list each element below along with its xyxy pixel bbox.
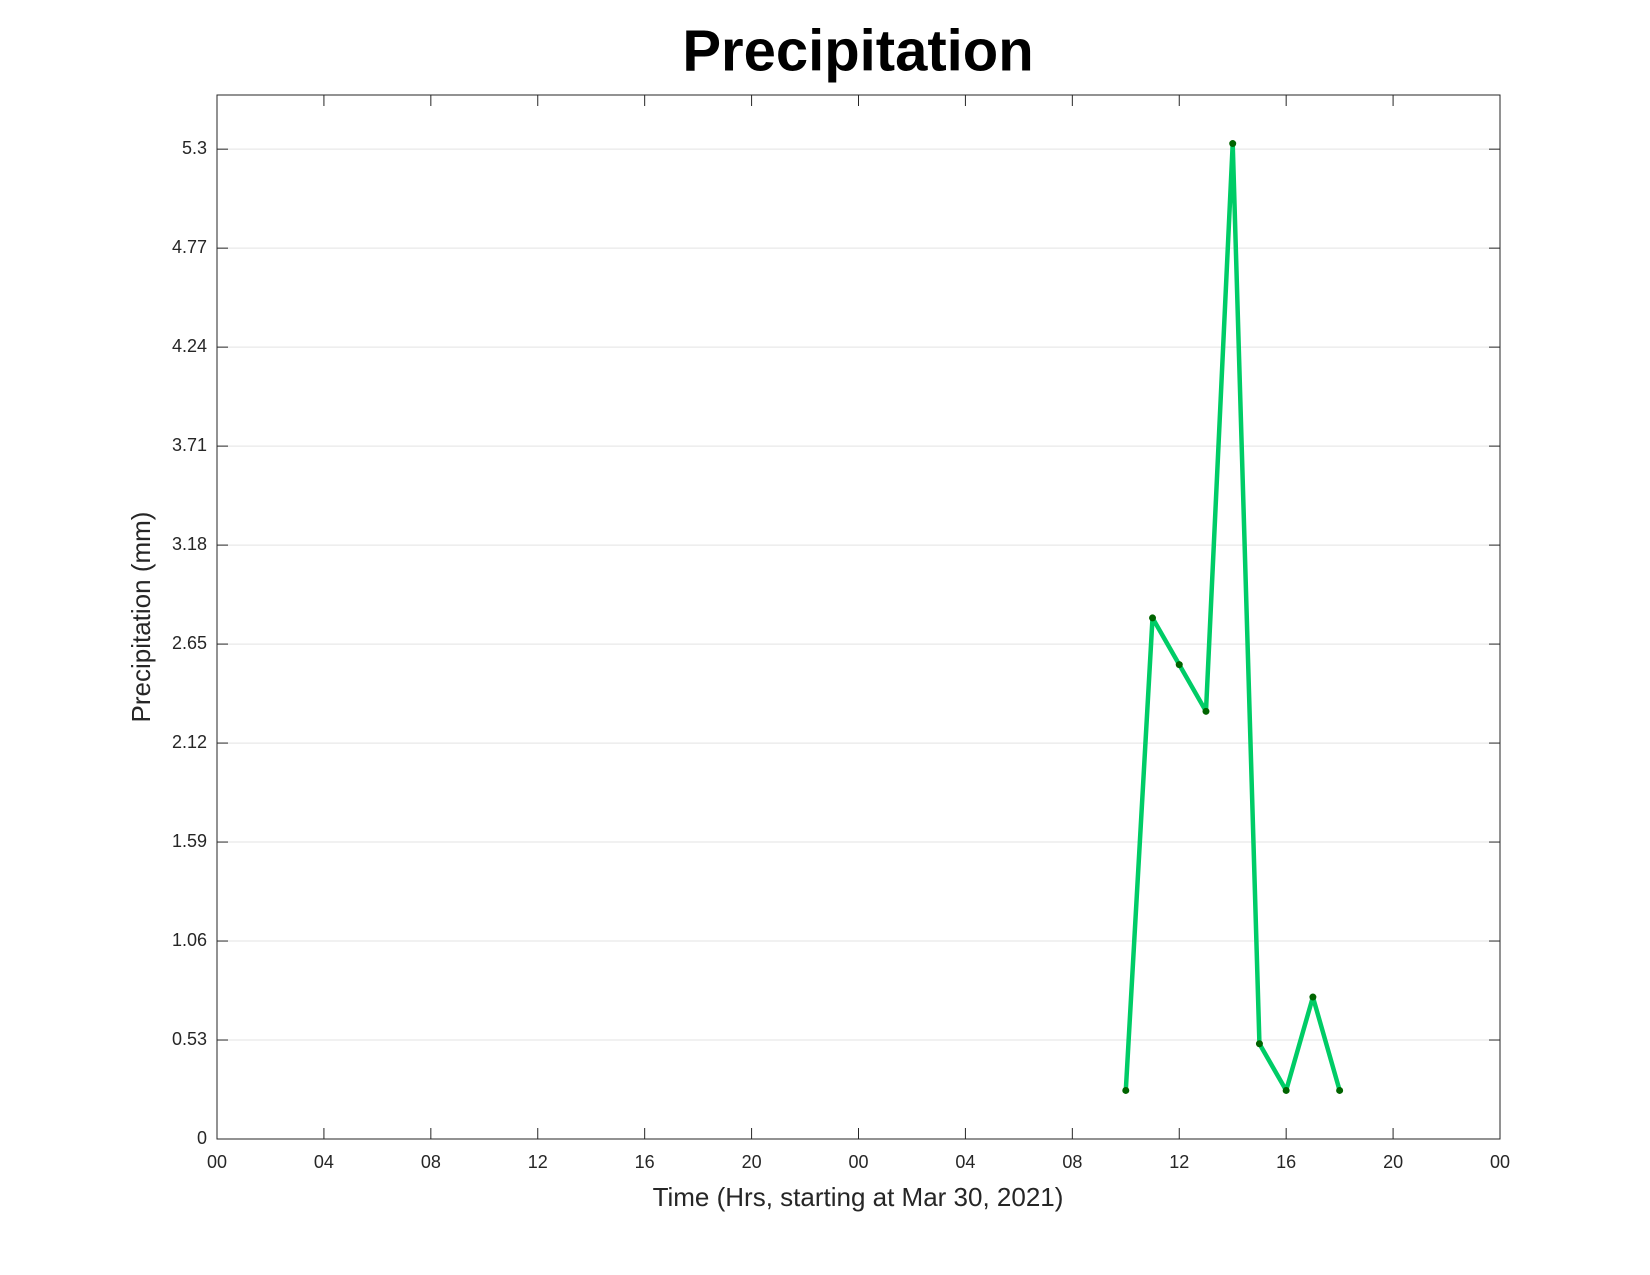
data-point xyxy=(1175,661,1183,669)
data-point xyxy=(1336,1086,1344,1094)
y-axis-label: Precipitation (mm) xyxy=(126,512,156,723)
data-point xyxy=(1255,1040,1263,1048)
x-tick-label: 08 xyxy=(1062,1152,1082,1172)
data-point xyxy=(1122,1086,1130,1094)
data-point xyxy=(1309,993,1317,1001)
y-tick-label: 1.06 xyxy=(172,930,207,950)
y-tick-label: 1.59 xyxy=(172,831,207,851)
x-tick-label: 00 xyxy=(207,1152,227,1172)
plot-frame xyxy=(216,94,1501,1140)
data-point xyxy=(1229,140,1237,148)
data-line xyxy=(1123,141,1342,1093)
y-tick-label: 4.77 xyxy=(172,237,207,257)
data-point xyxy=(1149,614,1157,622)
y-tick-label: 2.65 xyxy=(172,633,207,653)
x-axis-label: Time (Hrs, starting at Mar 30, 2021) xyxy=(653,1182,1064,1212)
y-tick-label: 0.53 xyxy=(172,1029,207,1049)
y-tick-label: 3.18 xyxy=(172,534,207,554)
x-tick-label: 04 xyxy=(955,1152,975,1172)
y-tick-label: 4.24 xyxy=(172,336,207,356)
chart-title: Precipitation xyxy=(682,18,1033,83)
x-tick-label: 20 xyxy=(1383,1152,1403,1172)
x-tick-label: 08 xyxy=(421,1152,441,1172)
x-tick-label: 00 xyxy=(1490,1152,1510,1172)
x-tick-label: 16 xyxy=(635,1152,655,1172)
x-tick-label: 16 xyxy=(1276,1152,1296,1172)
x-tick-label: 20 xyxy=(742,1152,762,1172)
y-tick-label: 2.12 xyxy=(172,732,207,752)
y-tick-label: 3.71 xyxy=(172,435,207,455)
x-tick-label: 04 xyxy=(314,1152,334,1172)
y-tick-label: 5.3 xyxy=(182,138,207,158)
data-point xyxy=(1202,707,1210,715)
y-tick-label: 0 xyxy=(197,1128,207,1148)
x-tick-label: 12 xyxy=(528,1152,548,1172)
x-tick-label: 00 xyxy=(848,1152,868,1172)
data-point xyxy=(1282,1086,1290,1094)
x-tick-label: 12 xyxy=(1169,1152,1189,1172)
